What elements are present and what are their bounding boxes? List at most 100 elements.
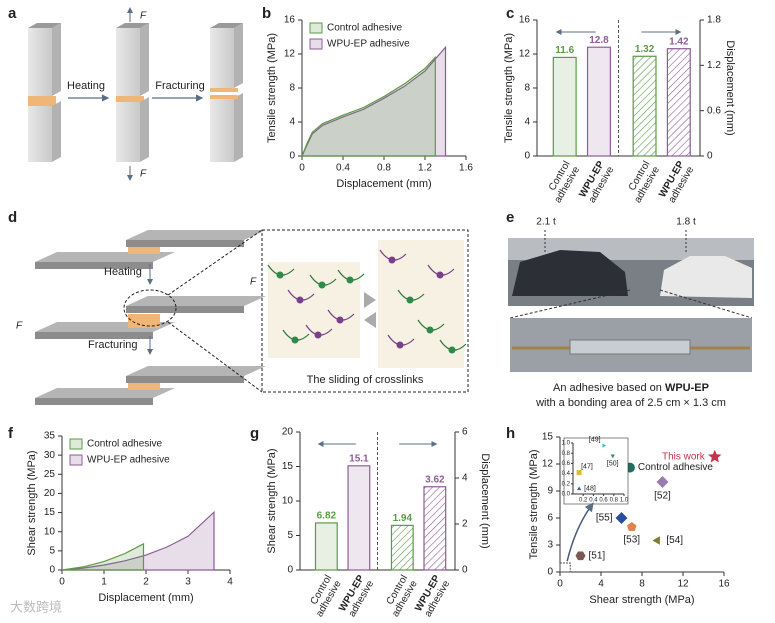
y-tick-label: 1.0 <box>562 441 571 447</box>
crosslink <box>388 256 396 264</box>
plate-front <box>126 240 244 247</box>
y-tick-label: 0.0 <box>562 492 571 498</box>
point <box>576 470 582 476</box>
x-tick-label: 16 <box>718 579 730 590</box>
y-tick-label: 0 <box>287 565 293 576</box>
x-tick-label: 0.8 <box>377 163 391 174</box>
legend-swatch <box>309 38 323 50</box>
zoom-line <box>167 229 263 296</box>
y-tick-label: 10 <box>44 526 56 537</box>
point <box>708 449 722 463</box>
bar <box>423 486 447 571</box>
bar <box>632 55 657 157</box>
legend-label: Control adhesive <box>87 439 162 450</box>
crosslink <box>346 276 354 284</box>
zoom-ellipse <box>123 289 177 327</box>
force-label: F <box>140 169 147 180</box>
adhesive <box>128 244 160 254</box>
panel-d-illustration <box>35 230 266 405</box>
adhesive <box>128 380 160 390</box>
y-tick-label: 12 <box>519 49 531 60</box>
column-side <box>234 93 243 162</box>
triangle <box>364 312 376 328</box>
inset-frame <box>563 437 629 505</box>
force-label: F <box>16 321 23 332</box>
value-label: 3.62 <box>425 474 445 485</box>
adhesive <box>210 88 238 92</box>
crosslink <box>406 296 414 304</box>
bar <box>666 48 691 157</box>
x-tick-label: 1 <box>101 577 107 588</box>
y-tick-label: 1.8 <box>707 15 721 26</box>
x-tick-label: 2 <box>143 577 149 588</box>
crosslink <box>426 326 434 334</box>
point-label: [55] <box>596 513 613 524</box>
bar <box>390 524 414 571</box>
point <box>652 536 660 545</box>
y-tick-label: 2 <box>462 519 468 530</box>
area <box>61 542 145 571</box>
panel-label: h <box>506 425 515 442</box>
y-axis-label: Tensile strength (MPa) <box>266 33 278 143</box>
panel-label: c <box>506 5 514 22</box>
point-label: [51] <box>589 550 606 561</box>
y-tick-label: 16 <box>519 15 531 26</box>
y-tick-label: 4 <box>462 473 468 484</box>
adhesive <box>28 96 56 106</box>
y-tick-label: 9 <box>547 486 553 497</box>
point <box>610 454 615 459</box>
panel-a-illustration <box>28 23 243 162</box>
force-label: F <box>250 277 257 288</box>
load-label: 2.1 t <box>536 217 556 228</box>
column-side <box>234 23 243 88</box>
panel-label: d <box>8 209 17 226</box>
y-tick-label: 0.8 <box>562 451 571 457</box>
x-tick-label: 4 <box>598 579 604 590</box>
zoom-box <box>261 229 469 393</box>
watermark: 大数跨境 <box>10 599 62 614</box>
legend-swatch <box>69 454 83 466</box>
y-tick-label: 0.4 <box>562 471 571 477</box>
adhesive-strip <box>569 339 691 355</box>
x-tick-label: 0.2 <box>579 498 588 504</box>
load-label: 1.8 t <box>676 217 696 228</box>
caption-text: WPU-EP <box>665 382 709 394</box>
x-tick-label: 1.6 <box>459 163 473 174</box>
y-axis-label: Shear strength (MPa) <box>26 450 38 555</box>
y-tick-label: 8 <box>524 83 530 94</box>
bar <box>314 522 338 571</box>
crosslink <box>336 316 344 324</box>
point-label: [47] <box>581 463 593 470</box>
column-face <box>116 28 140 96</box>
y-tick-label: 20 <box>44 488 56 499</box>
plate-top <box>35 252 175 262</box>
plate-top <box>126 230 266 240</box>
crosslink <box>291 336 299 344</box>
crosslink <box>396 341 404 349</box>
area <box>301 55 436 157</box>
plate-front <box>35 262 153 269</box>
y-tick-label: 0 <box>547 567 553 578</box>
zoom-arrow <box>566 502 594 562</box>
crosslink <box>296 296 304 304</box>
plate-front <box>126 376 244 383</box>
y-tick-label: 12 <box>542 459 554 470</box>
point <box>656 476 669 488</box>
plate-front <box>35 398 153 405</box>
x-tick-label: 0 <box>299 163 305 174</box>
point <box>577 486 582 491</box>
y-tick-label: 15 <box>542 432 554 443</box>
y-tick-label: 0 <box>49 565 55 576</box>
value-label: 11.6 <box>555 45 574 56</box>
x-axis-label: Displacement (mm) <box>98 592 193 604</box>
y-axis-label: Tensile strength (MPa) <box>503 33 515 143</box>
legend-swatch <box>309 22 323 34</box>
caption: The sliding of crosslinks <box>307 374 424 386</box>
point-label: [54] <box>666 535 683 546</box>
crosslink <box>318 281 326 289</box>
plate-front <box>126 306 244 313</box>
column-side <box>140 23 149 96</box>
x-axis-label: Shear strength (MPa) <box>589 594 694 606</box>
